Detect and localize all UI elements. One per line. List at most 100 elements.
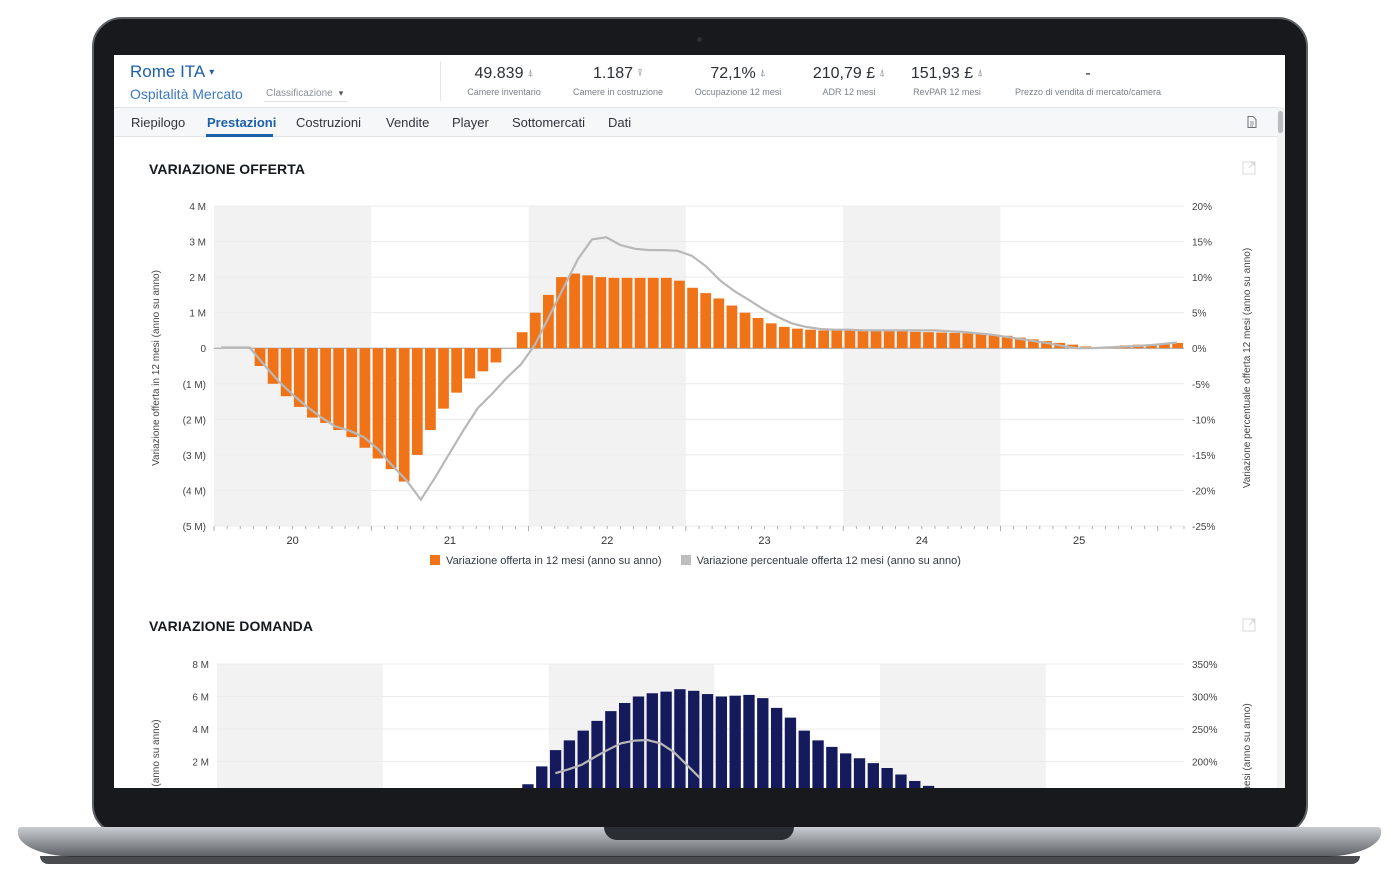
expand-icon[interactable] — [1242, 161, 1256, 175]
bar — [840, 753, 852, 788]
classification-dropdown[interactable]: Classificazione ▾ — [264, 88, 348, 102]
bar — [556, 277, 567, 349]
y2-tick-label: 5% — [1192, 309, 1207, 320]
bar — [1014, 337, 1026, 349]
bar — [660, 277, 672, 349]
bar — [962, 333, 974, 349]
scrollbar-thumb[interactable] — [1278, 111, 1283, 133]
y2-tick-label: -25% — [1192, 522, 1215, 533]
bar — [674, 689, 686, 788]
x-tick-label: 22 — [601, 535, 613, 547]
y-tick-label: (2 M) — [183, 415, 206, 426]
x-tick-label: 25 — [1073, 535, 1085, 547]
bar — [757, 698, 769, 788]
bar — [398, 348, 410, 482]
expand-icon[interactable] — [1242, 618, 1256, 632]
supply-pct-line — [221, 236, 1178, 502]
bar — [372, 348, 384, 459]
bar — [280, 348, 292, 397]
x-tick-label: 24 — [916, 535, 928, 547]
tab-vendite[interactable]: Vendite — [386, 115, 430, 130]
trend-up-icon: ⍋ — [879, 68, 886, 79]
document-icon[interactable] — [1247, 116, 1257, 128]
bar — [752, 318, 764, 349]
trend-up-icon: ⍋ — [977, 68, 984, 79]
kpi-value: 1.187 — [592, 65, 634, 82]
y-tick-label: 4 M — [192, 725, 209, 736]
tab-dati[interactable]: Dati — [608, 115, 632, 130]
bar — [647, 277, 659, 349]
bar — [853, 758, 866, 788]
bar — [881, 768, 893, 788]
trend-up-icon: ⍋ — [759, 68, 766, 79]
legend-label: Variazione offerta in 12 mesi (anno su a… — [446, 555, 662, 567]
y-tick-label: (5 M) — [183, 522, 206, 533]
bar — [895, 774, 907, 788]
legend-item-supply-pct[interactable]: Variazione percentuale offerta 12 mesi (… — [680, 555, 961, 567]
market-type: Ospitalità Mercato — [130, 86, 243, 102]
supply-chart: 4 M 20% 3 M 15% 2 M 10% 1 M 5% 0 0% (1 M) -5% (2 M) -… — [151, 202, 1253, 547]
y2-tick-label: 200% — [1192, 758, 1218, 769]
y2-tick-label: 20% — [1192, 202, 1212, 213]
bar — [536, 766, 548, 788]
demand-chart-title: VARIAZIONE DOMANDA — [149, 618, 314, 634]
laptop-shadow — [40, 856, 1360, 864]
demand-y-axis-label: (anno su anno) — [151, 719, 162, 786]
y2-tick-label: -15% — [1192, 451, 1215, 462]
bar — [621, 277, 633, 349]
bar — [577, 730, 589, 788]
kpi-value: 49.839 — [474, 65, 524, 82]
bar — [857, 330, 869, 349]
kpi-sale-price: - Prezzo di vendita di mercato/camera — [1004, 65, 1172, 97]
tab-riepilogo[interactable]: Riepilogo — [131, 115, 186, 130]
trend-up-icon: ⍋ — [527, 68, 534, 79]
bar — [844, 330, 856, 349]
bar — [936, 332, 948, 349]
bar — [826, 746, 838, 788]
bar — [254, 348, 266, 366]
bar — [1067, 344, 1079, 349]
bar — [563, 740, 576, 788]
tab-costruzioni[interactable]: Costruzioni — [296, 115, 362, 130]
kpi-construction: 1.187 ⍒ Camere in costruzione — [566, 65, 670, 97]
tab-sottomercati[interactable]: Sottomercati — [512, 115, 585, 130]
legend-item-supply-change[interactable]: Variazione offerta in 12 mesi (anno su a… — [430, 555, 662, 567]
header-divider — [440, 61, 441, 101]
bar — [687, 287, 698, 349]
kpi-value: 210,79 £ — [812, 65, 876, 82]
legend-swatch — [680, 555, 691, 565]
bar — [715, 696, 728, 788]
bar — [1028, 339, 1039, 349]
bar — [569, 273, 580, 349]
kpi-label: Occupazione 12 mesi — [694, 87, 782, 97]
bar — [608, 277, 620, 349]
bar — [909, 781, 921, 788]
year-band — [843, 206, 1001, 526]
kpi-revpar: 151,93 £ ⍋ RevPAR 12 mesi — [902, 65, 992, 97]
bar — [385, 348, 397, 470]
scrollbar[interactable] — [1277, 107, 1285, 788]
kpi-label: Camere in costruzione — [572, 87, 664, 97]
market-selector[interactable]: Rome ITA ▾ — [130, 62, 214, 82]
bar — [490, 348, 502, 363]
kpi-label: RevPAR 12 mesi — [913, 87, 981, 97]
y2-tick-label: -10% — [1192, 415, 1215, 426]
tab-player[interactable]: Player — [452, 115, 489, 130]
x-tick-label: 21 — [444, 535, 456, 547]
bar — [660, 691, 672, 788]
bar — [870, 331, 882, 349]
bar — [1159, 343, 1170, 349]
tab-prestazioni[interactable]: Prestazioni — [207, 115, 277, 130]
y2-tick-label: 0% — [1192, 344, 1207, 355]
bar — [438, 348, 449, 409]
tab-bar: Riepilogo Prestazioni Costruzioni Vendit… — [114, 107, 1277, 137]
bar — [778, 326, 790, 349]
bar — [726, 305, 738, 349]
y-tick-label: (4 M) — [183, 486, 206, 497]
y-tick-label: 4 M — [189, 202, 206, 213]
y-tick-label: 0 — [200, 344, 206, 355]
bar — [910, 331, 921, 349]
y-tick-label: 6 M — [192, 693, 209, 704]
supply-y-axis-label: Variazione offerta in 12 mesi (anno su a… — [151, 270, 162, 466]
bar — [739, 312, 751, 349]
